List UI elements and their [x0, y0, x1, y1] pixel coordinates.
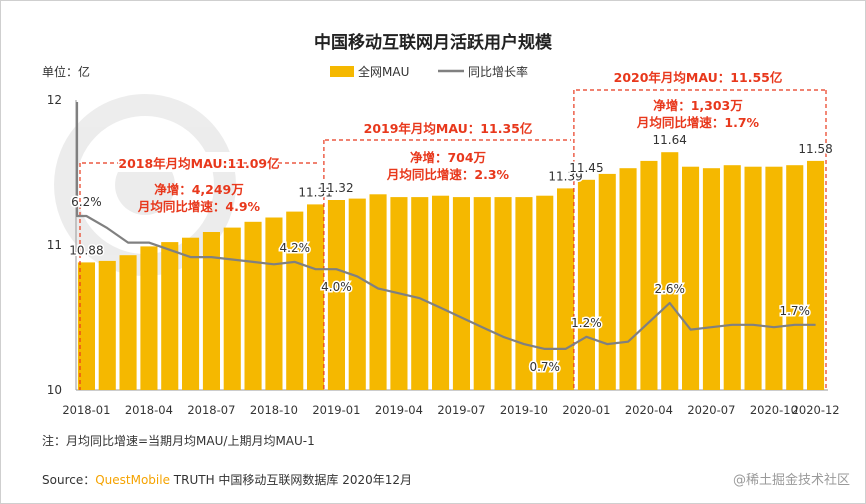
annotation-2018-line1: 净增：4,249万 [154, 182, 244, 197]
x-tick-2020-10: 2020-10 [750, 403, 798, 417]
x-tick-2018-04: 2018-04 [125, 403, 173, 417]
annotation-2020-line1: 净增：1,303万 [653, 98, 743, 113]
annotation-2019-line1: 净增：704万 [410, 150, 486, 165]
bar-label-2018-01: 10.88 [69, 243, 103, 257]
annotation-2018-title: 2018年月均MAU:11.09亿 [118, 156, 279, 171]
bar-2018-01 [77, 262, 95, 390]
legend-label-mau: 全网MAU [358, 64, 409, 79]
bar-label-2019-01: 11.32 [319, 181, 353, 195]
bar-2018-10 [265, 217, 283, 390]
bar-label-2020-01: 11.45 [569, 161, 603, 175]
annotation-2019-title: 2019年月均MAU：11.35亿 [364, 121, 533, 136]
bar-2018-08 [223, 227, 241, 390]
bar-label-2019-12: 11.39 [548, 169, 582, 183]
axis-labels-group: 10 11 12 2018-01 2018-04 2018-07 2018-10 2019-0… [47, 93, 840, 417]
growth-label-2018-01: 6.2% [71, 195, 102, 209]
chart-title: 中国移动互联网月活跃用户规模 [314, 32, 553, 53]
x-tick-2020-01: 2020-01 [562, 403, 610, 417]
growth-label-2020-01: 1.2% [571, 316, 602, 330]
bar-2018-05 [161, 242, 179, 390]
x-tick-2018-07: 2018-07 [187, 403, 235, 417]
bar-2019-06 [432, 195, 450, 390]
bar-2019-02 [348, 198, 366, 390]
y-tick-11: 11 [47, 238, 62, 252]
bar-2018-03 [119, 255, 137, 390]
bar-2020-01 [577, 179, 595, 390]
bar-2018-07 [202, 232, 220, 390]
bar-2019-11 [536, 195, 554, 390]
bar-2019-09 [494, 197, 512, 390]
bar-2020-08 [723, 165, 741, 390]
source-suffix: TRUTH 中国移动互联网数据库 2020年12月 [170, 472, 412, 487]
bar-2020-12 [807, 160, 825, 390]
bar-2018-09 [244, 221, 262, 390]
bar-2018-06 [182, 237, 200, 390]
annotation-2018: 2018年月均MAU:11.09亿 净增：4,249万 月均同比增速：4.9% [82, 152, 320, 214]
x-tick-2019-07: 2019-07 [437, 403, 485, 417]
bar-2020-05 [661, 152, 679, 390]
growth-label-2020-05: 2.6% [654, 282, 685, 296]
growth-rate-line [75, 102, 816, 350]
bar-2018-12 [307, 204, 325, 390]
bar-2019-03 [369, 194, 387, 390]
year-dividers [79, 90, 827, 390]
x-tick-2020-04: 2020-04 [625, 403, 673, 417]
bar-2020-10 [765, 166, 783, 390]
annotation-2018-line2: 月均同比增速：4.9% [137, 199, 261, 214]
x-tick-2020-12: 2020-12 [792, 403, 840, 417]
annotation-2019-line2: 月均同比增速：2.3% [386, 167, 510, 182]
bar-2019-01 [327, 200, 345, 390]
growth-label-2019-11: 0.7% [529, 360, 560, 374]
growth-label-2019-01: 4.0% [321, 280, 352, 294]
y-tick-12: 12 [47, 93, 62, 107]
bar-label-2020-12: 11.58 [798, 142, 832, 156]
source-prefix: Source： [42, 473, 95, 487]
annotation-2018-title-box [116, 152, 282, 172]
source-line: Source：QuestMobile TRUTH 中国移动互联网数据库 2020… [42, 472, 412, 487]
site-watermark: @稀土掘金技术社区 [733, 472, 850, 488]
bar-2020-11 [786, 165, 804, 390]
bar-2018-02 [98, 260, 116, 390]
y-tick-10: 10 [47, 383, 62, 397]
x-tick-2018-01: 2018-01 [62, 403, 110, 417]
x-tick-2019-04: 2019-04 [375, 403, 423, 417]
annotation-2020-title: 2020年月均MAU：11.55亿 [614, 70, 783, 85]
legend-swatch-mau [330, 66, 354, 77]
bar-2018-04 [140, 246, 158, 390]
bar-2020-04 [640, 160, 658, 390]
bar-2019-07 [452, 197, 470, 390]
growth-label-2018-11: 4.2% [280, 241, 311, 255]
bar-2019-08 [473, 197, 491, 390]
legend-label-growth: 同比增长率 [468, 64, 528, 79]
annotation-2020-line2: 月均同比增速：1.7% [636, 115, 760, 130]
growth-label-2020-11: 1.7% [779, 304, 810, 318]
bar-2020-02 [598, 173, 616, 390]
x-tick-2018-10: 2018-10 [250, 403, 298, 417]
source-brand: QuestMobile [95, 473, 170, 487]
bar-2019-12 [557, 188, 575, 390]
annotation-2019: 2019年月均MAU：11.35亿 净增：704万 月均同比增速：2.3% [325, 121, 571, 182]
bar-label-2020-05: 11.64 [653, 133, 687, 147]
bar-2020-06 [682, 166, 700, 390]
annotation-2020: 2020年月均MAU：11.55亿 净增：1,303万 月均同比增速：1.7% [576, 70, 826, 130]
legend: 全网MAU 同比增长率 [330, 64, 528, 79]
bar-2019-05 [411, 197, 429, 390]
bar-2020-09 [744, 166, 762, 390]
x-tick-2019-01: 2019-01 [312, 403, 360, 417]
bar-2020-07 [702, 168, 720, 390]
footnote: 注：月均同比增速=当期月均MAU/上期月均MAU-1 [42, 433, 315, 448]
growth-line-group [75, 102, 816, 350]
x-tick-2020-07: 2020-07 [687, 403, 735, 417]
unit-label: 单位：亿 [42, 64, 90, 79]
x-tick-2019-10: 2019-10 [500, 403, 548, 417]
bar-2020-03 [619, 168, 637, 390]
bar-label-2018-12: 11.31 [298, 185, 332, 199]
bars-group [77, 152, 825, 390]
bar-2018-11 [286, 211, 304, 390]
